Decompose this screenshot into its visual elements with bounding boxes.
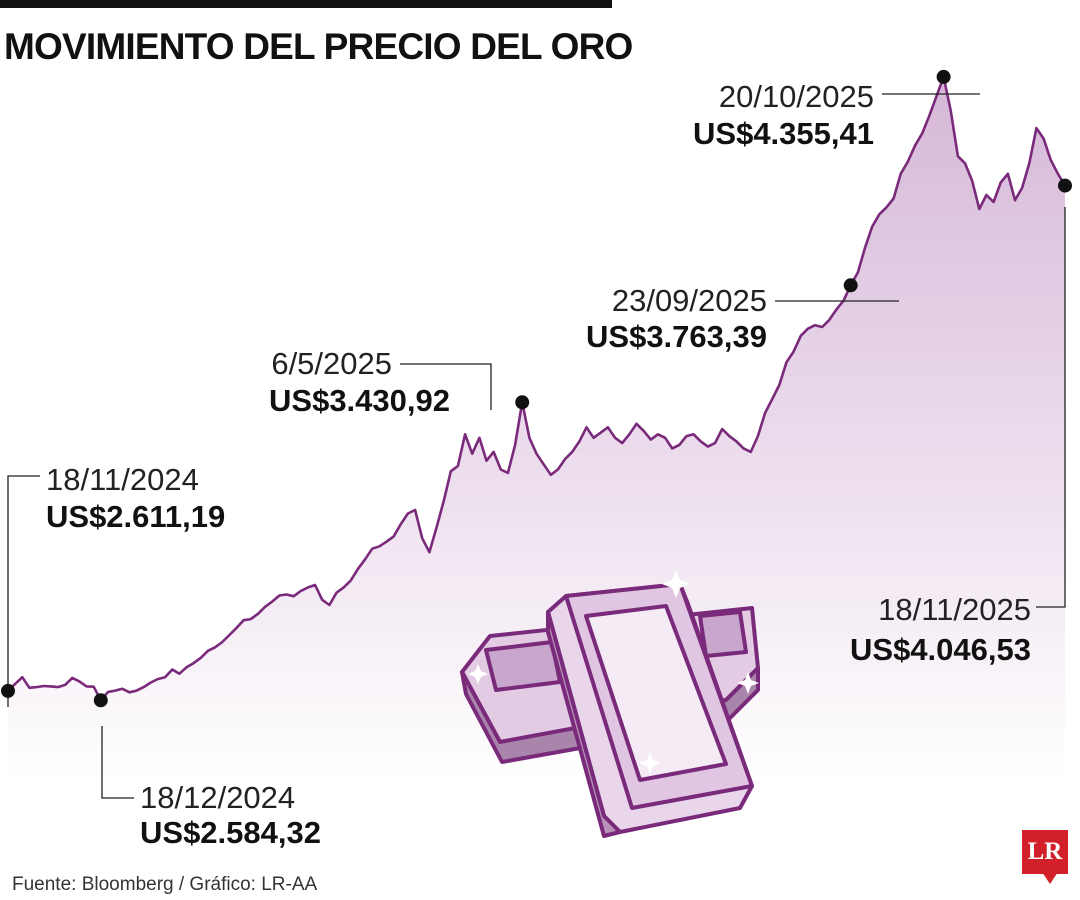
lr-logo-tail <box>1042 872 1058 884</box>
annotation-date-18-12-2024: 18/12/2024 <box>140 780 295 815</box>
annotation-value-20-10-2025: US$4.355,41 <box>693 116 874 151</box>
annotation-value-18-11-2025: US$4.046,53 <box>850 632 1031 667</box>
price-line <box>7 75 1067 702</box>
annotation-value-6-5-2025: US$3.430,92 <box>269 383 450 418</box>
chart-title: MOVIMIENTO DEL PRECIO DEL ORO <box>4 26 633 67</box>
price-area-fill <box>8 76 1065 780</box>
annotation-date-18-11-2025: 18/11/2025 <box>878 592 1031 627</box>
marker-23-09-2025 <box>843 278 858 293</box>
marker-20-10-2025 <box>936 69 951 84</box>
marker-6-5-2025 <box>515 395 530 410</box>
annotation-value-18-12-2024: US$2.584,32 <box>140 815 321 850</box>
leader-line-18-11-2025 <box>1036 207 1066 608</box>
annotation-date-6-5-2025: 6/5/2025 <box>271 346 392 381</box>
annotation-value-23-09-2025: US$3.763,39 <box>586 319 767 354</box>
marker-18-11-2025 <box>1058 178 1072 193</box>
annotation-date-20-10-2025: 20/10/2025 <box>719 79 874 114</box>
marker-18-12-2024 <box>93 693 108 708</box>
source-credit: Fuente: Bloomberg / Gráfico: LR-AA <box>12 874 318 895</box>
annotation-value-18-11-2024: US$2.611,19 <box>46 499 225 534</box>
annotation-date-18-11-2024: 18/11/2024 <box>46 462 199 497</box>
marker-18-11-2024 <box>1 683 15 698</box>
title-top-rule <box>0 0 612 8</box>
lr-logo: LR <box>1022 830 1068 874</box>
annotation-date-23-09-2025: 23/09/2025 <box>612 283 767 318</box>
leader-line-18-12-2024 <box>101 726 134 799</box>
gold-bars-icon <box>460 570 760 838</box>
leader-line-6-5-2025 <box>400 363 492 410</box>
leader-line-18-11-2024 <box>7 475 40 707</box>
